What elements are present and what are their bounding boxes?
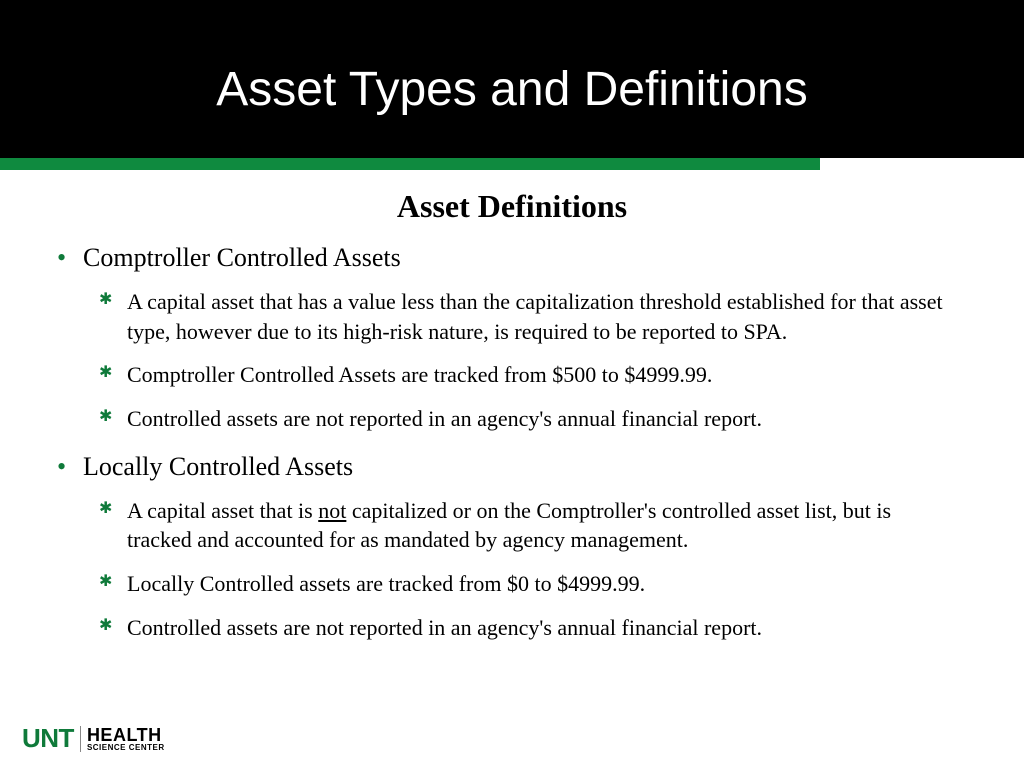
logo-divider bbox=[80, 726, 81, 752]
list-item: Controlled assets are not reported in an… bbox=[127, 404, 969, 434]
list-item: A capital asset that has a value less th… bbox=[127, 287, 969, 346]
slide-content: Asset Definitions Comptroller Controlled… bbox=[0, 170, 1024, 643]
text-underline: not bbox=[318, 498, 346, 523]
logo-unt-text: UNT bbox=[22, 723, 74, 754]
logo-right: HEALTH SCIENCE CENTER bbox=[87, 726, 165, 752]
unt-logo: UNT HEALTH SCIENCE CENTER bbox=[22, 723, 165, 754]
list-item: A capital asset that is not capitalized … bbox=[127, 496, 969, 555]
bullet-list-1: A capital asset that is not capitalized … bbox=[127, 496, 969, 643]
logo-science-center-text: SCIENCE CENTER bbox=[87, 744, 165, 752]
section-heading-1: Locally Controlled Assets bbox=[83, 452, 969, 482]
accent-bar bbox=[0, 158, 820, 170]
list-item: Comptroller Controlled Assets are tracke… bbox=[127, 360, 969, 390]
slide-header: Asset Types and Definitions bbox=[0, 0, 1024, 158]
bullet-list-0: A capital asset that has a value less th… bbox=[127, 287, 969, 434]
section-heading-0: Comptroller Controlled Assets bbox=[83, 243, 969, 273]
list-item: Locally Controlled assets are tracked fr… bbox=[127, 569, 969, 599]
text-pre: A capital asset that is bbox=[127, 498, 318, 523]
slide-title: Asset Types and Definitions bbox=[216, 62, 807, 117]
logo-health-text: HEALTH bbox=[87, 726, 165, 744]
subtitle: Asset Definitions bbox=[55, 188, 969, 225]
list-item: Controlled assets are not reported in an… bbox=[127, 613, 969, 643]
